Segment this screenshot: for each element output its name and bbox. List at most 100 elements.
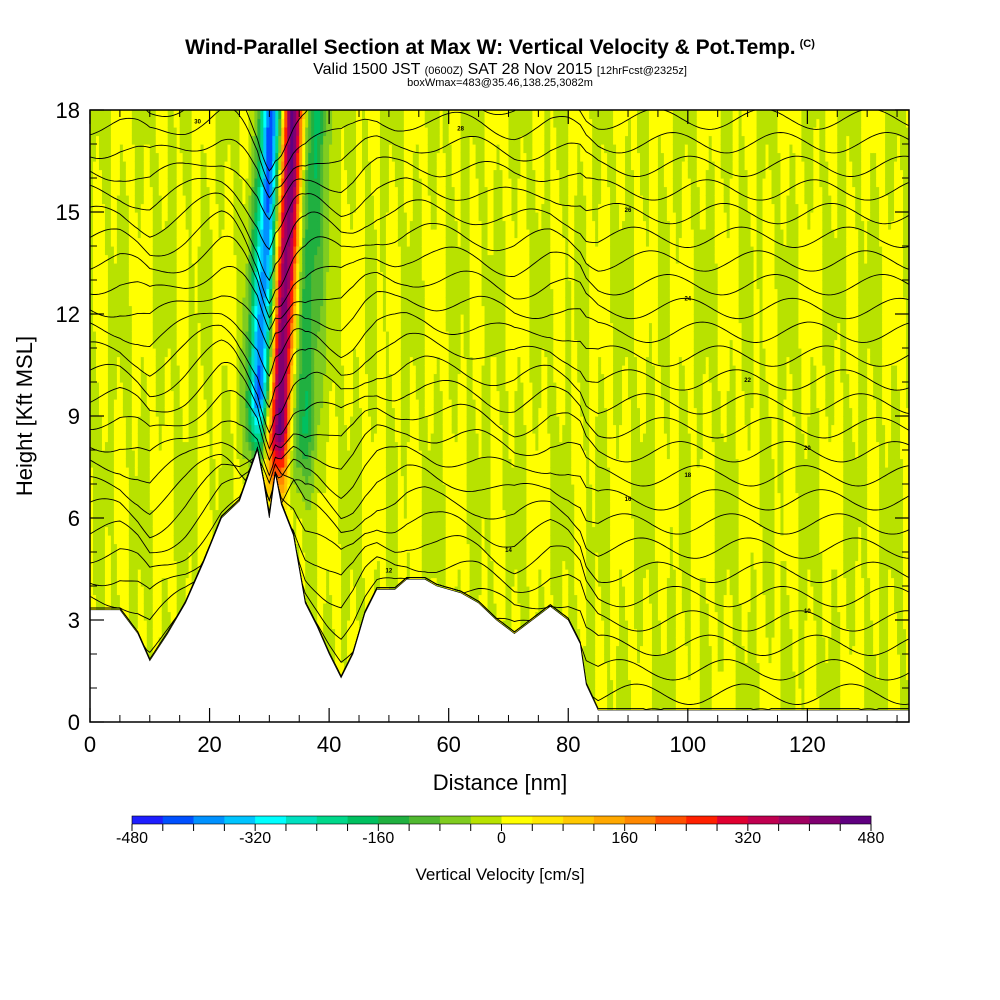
velocity-cell xyxy=(92,569,97,579)
velocity-cell xyxy=(95,424,100,434)
velocity-cell xyxy=(104,271,109,281)
velocity-cell xyxy=(101,484,106,494)
velocity-cell xyxy=(119,144,124,154)
velocity-cell xyxy=(98,288,103,298)
velocity-cell xyxy=(92,288,97,298)
velocity-cell xyxy=(98,110,103,120)
velocity-cell xyxy=(107,467,112,477)
velocity-cell xyxy=(125,144,130,154)
velocity-cell xyxy=(110,467,115,477)
velocity-cell xyxy=(98,161,103,171)
velocity-cell xyxy=(107,382,112,392)
velocity-cell xyxy=(122,161,127,171)
velocity-cell xyxy=(101,441,106,451)
velocity-cell xyxy=(98,322,103,332)
velocity-cell xyxy=(101,535,106,545)
velocity-cell xyxy=(95,365,100,375)
velocity-cell xyxy=(113,229,118,239)
velocity-cell xyxy=(110,552,115,562)
velocity-cell xyxy=(90,161,94,171)
velocity-cell xyxy=(116,467,121,477)
velocity-cell xyxy=(90,594,94,604)
velocity-cell xyxy=(92,535,97,545)
velocity-cell xyxy=(107,246,112,256)
velocity-cell xyxy=(122,322,127,332)
velocity-cell xyxy=(104,322,109,332)
velocity-cell xyxy=(101,407,106,417)
velocity-cell xyxy=(98,229,103,239)
velocity-cell xyxy=(101,178,106,188)
velocity-cell xyxy=(104,407,109,417)
velocity-cell xyxy=(107,458,112,468)
velocity-cell xyxy=(98,220,103,230)
velocity-cell xyxy=(95,135,100,145)
velocity-cell xyxy=(113,246,118,256)
velocity-cell xyxy=(101,271,106,281)
velocity-cell xyxy=(101,603,106,613)
velocity-cell xyxy=(90,373,94,383)
velocity-cell xyxy=(101,586,106,596)
velocity-cell xyxy=(90,135,94,145)
velocity-cell xyxy=(101,382,106,392)
velocity-cell xyxy=(110,246,115,256)
velocity-cell xyxy=(107,509,112,519)
velocity-cell xyxy=(104,509,109,519)
velocity-cell xyxy=(101,280,106,290)
velocity-cell xyxy=(104,118,109,128)
velocity-cell xyxy=(107,144,112,154)
velocity-cell xyxy=(90,569,94,579)
velocity-cell xyxy=(119,569,124,579)
velocity-cell xyxy=(113,365,118,375)
velocity-cell xyxy=(95,161,100,171)
velocity-cell xyxy=(113,475,118,485)
velocity-cell xyxy=(116,161,121,171)
velocity-cell xyxy=(125,458,130,468)
velocity-cell xyxy=(116,339,121,349)
velocity-cell xyxy=(107,501,112,511)
velocity-cell xyxy=(125,271,130,281)
velocity-cell xyxy=(98,263,103,273)
velocity-cell xyxy=(92,348,97,358)
velocity-cell xyxy=(92,135,97,145)
velocity-cell xyxy=(122,220,127,230)
velocity-cell xyxy=(110,152,115,162)
velocity-cell xyxy=(119,492,124,502)
velocity-cell xyxy=(92,560,97,570)
velocity-cell xyxy=(113,501,118,511)
velocity-cell xyxy=(90,178,94,188)
velocity-cell xyxy=(125,280,130,290)
velocity-cell xyxy=(104,314,109,324)
velocity-cell xyxy=(122,552,127,562)
velocity-cell xyxy=(90,314,94,324)
velocity-cell xyxy=(95,339,100,349)
velocity-cell xyxy=(104,475,109,485)
velocity-cell xyxy=(113,577,118,587)
velocity-cell xyxy=(95,288,100,298)
velocity-cell xyxy=(107,305,112,315)
velocity-cell xyxy=(113,305,118,315)
velocity-cell xyxy=(107,280,112,290)
velocity-cell xyxy=(104,441,109,451)
velocity-cell xyxy=(116,560,121,570)
velocity-cell xyxy=(107,203,112,213)
velocity-cell xyxy=(95,509,100,519)
velocity-cell xyxy=(107,552,112,562)
velocity-cell xyxy=(104,161,109,171)
velocity-cell xyxy=(110,212,115,222)
velocity-cell xyxy=(107,271,112,281)
velocity-cell xyxy=(101,450,106,460)
velocity-cell xyxy=(101,509,106,519)
velocity-cell xyxy=(119,322,124,332)
velocity-cell xyxy=(98,603,103,613)
velocity-cell xyxy=(122,535,127,545)
velocity-cell xyxy=(119,433,124,443)
velocity-cell xyxy=(116,246,121,256)
velocity-cell xyxy=(113,356,118,366)
velocity-cell xyxy=(125,220,130,230)
velocity-cell xyxy=(119,526,124,536)
velocity-cell xyxy=(122,501,127,511)
velocity-cell xyxy=(98,118,103,128)
velocity-cell xyxy=(107,322,112,332)
velocity-cell xyxy=(113,509,118,519)
